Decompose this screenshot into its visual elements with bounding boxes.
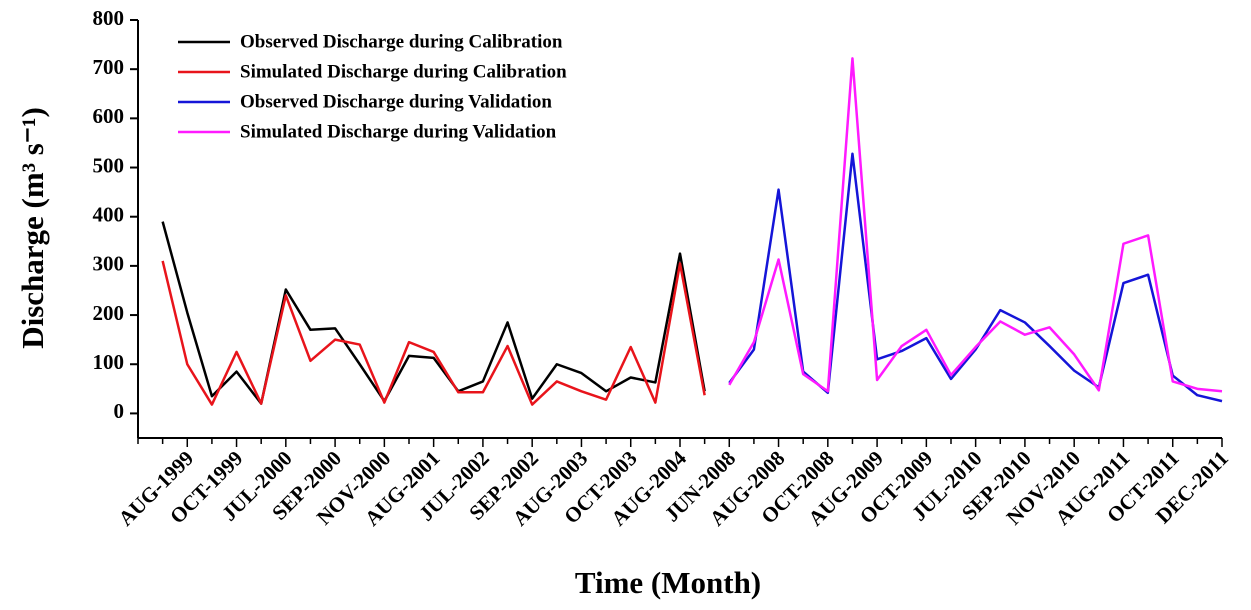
y-tick-label: 800 (93, 6, 125, 30)
series-line (161, 260, 706, 406)
legend-label: Observed Discharge during Calibration (240, 31, 563, 52)
x-axis-label: Time (Month) (575, 565, 761, 600)
y-axis-label: Discharge (m³ s⁻¹) (15, 107, 50, 349)
legend-label: Observed Discharge during Validation (240, 91, 552, 112)
y-tick-label: 100 (93, 350, 125, 374)
y-tick-label: 500 (93, 153, 125, 177)
series-line (728, 152, 1223, 403)
legend-label: Simulated Discharge during Validation (240, 121, 557, 142)
series-line (728, 57, 1223, 393)
y-tick-label: 700 (93, 55, 125, 79)
y-tick-label: 200 (93, 301, 125, 325)
y-tick-label: 300 (93, 252, 125, 276)
y-tick-label: 600 (93, 104, 125, 128)
y-tick-label: 0 (114, 399, 125, 423)
series-line (161, 221, 706, 405)
y-tick-label: 400 (93, 203, 125, 227)
legend-label: Simulated Discharge during Calibration (240, 61, 567, 82)
